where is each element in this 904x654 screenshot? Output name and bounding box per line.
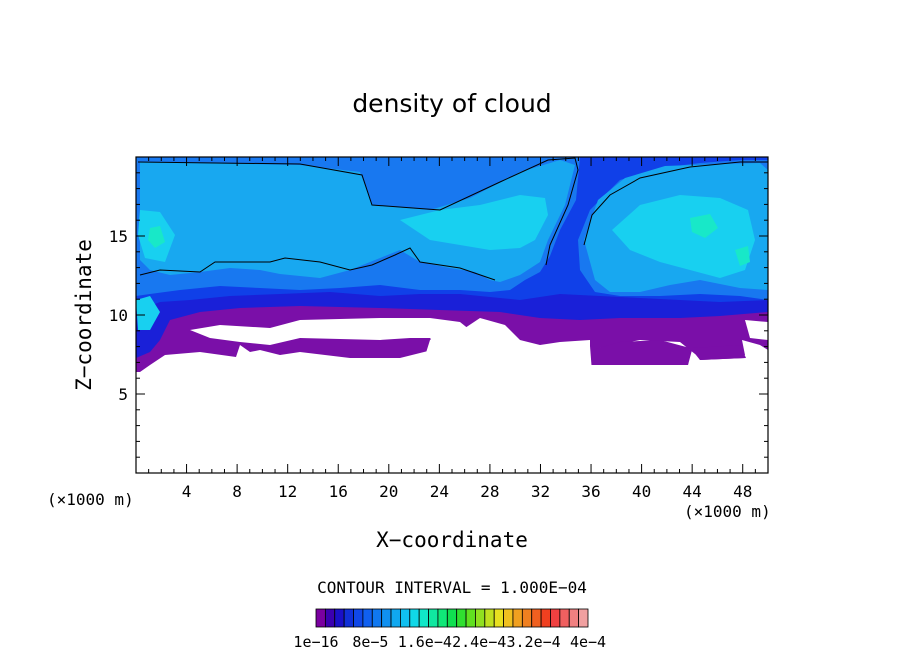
chart-title: density of cloud	[352, 89, 551, 118]
cloud-layer-aqua-c	[735, 246, 750, 266]
colorbar-swatch	[531, 608, 542, 628]
colorbar-swatch	[512, 608, 523, 628]
colorbar-swatch	[428, 608, 439, 628]
colorbar-swatch	[465, 608, 476, 628]
y-axis: 5 10 15	[109, 156, 768, 474]
colorbar-label: 1e−16	[293, 633, 338, 651]
x-tick-label: 24	[430, 482, 449, 501]
colorbar-swatch	[324, 608, 336, 628]
colorbar-label: 8e−5	[352, 633, 388, 651]
x-tick-label: 28	[480, 482, 499, 501]
colorbar-swatch	[390, 608, 401, 628]
x-tick-label: 4	[182, 482, 192, 501]
clear-gap-c	[420, 334, 520, 372]
cloud-layer-cyan	[400, 195, 548, 250]
colorbar-swatch	[540, 608, 551, 628]
colorbar-swatch	[521, 608, 533, 628]
clear-gap-b	[520, 345, 592, 372]
x-axis: 4 8 12 16 20 24 28 32 36 40 44 48	[135, 157, 769, 501]
colorbar-swatch	[353, 608, 364, 628]
colorbar-swatch	[409, 608, 420, 628]
y-tick-label: 10	[109, 306, 128, 325]
contour-line-mid	[139, 247, 496, 281]
colorbar-swatch	[503, 608, 514, 628]
colorbar-swatch	[315, 608, 326, 628]
colorbar-swatch	[484, 608, 495, 628]
colorbar-swatch	[446, 608, 458, 628]
colorbar-swatch	[578, 608, 589, 628]
colorbar-swatch	[437, 608, 448, 628]
contour-line-right	[583, 161, 768, 246]
y-axis-label: Z−coordinate	[72, 239, 96, 391]
colorbar-label: 3.2e−4	[507, 633, 561, 651]
plot-area	[135, 156, 769, 474]
colorbar-swatch	[381, 608, 392, 628]
colorbar-swatch	[371, 608, 383, 628]
x-tick-label: 8	[232, 482, 242, 501]
cloud-patch-purple-b	[693, 345, 746, 360]
cloud-layer-aqua	[690, 214, 718, 238]
y-tick-label: 5	[118, 385, 128, 404]
contour-interval-text: CONTOUR INTERVAL = 1.000E−04	[317, 578, 587, 597]
x-tick-label: 40	[632, 482, 651, 501]
colorbar-swatch	[456, 608, 467, 628]
cloud-layer-cyan-right	[612, 195, 755, 278]
x-tick-label: 16	[329, 482, 348, 501]
colorbar-swatch	[418, 608, 429, 628]
x-axis-label: X−coordinate	[376, 528, 528, 552]
cloud-layer-light-blue	[140, 160, 575, 282]
cloud-field	[136, 157, 768, 473]
x-tick-label: 20	[379, 482, 398, 501]
cloud-layer-aqua-b	[148, 226, 165, 248]
colorbar-labels: 1e−16 8e−5 1.6e−4 2.4e−4 3.2e−4 4e−4	[293, 633, 606, 651]
colorbar-swatch	[475, 608, 486, 628]
x-tick-label: 36	[581, 482, 600, 501]
colorbar-swatch	[559, 608, 570, 628]
clear-gap-a	[190, 318, 470, 345]
x-tick-label: 12	[278, 482, 297, 501]
colorbar-label: 2.4e−4	[452, 633, 506, 651]
colorbar-label: 4e−4	[570, 633, 606, 651]
colorbar-swatch	[343, 608, 354, 628]
colorbar-swatch	[550, 608, 561, 628]
x-unit-left: (×1000 m)	[47, 490, 134, 509]
colorbar-swatch	[493, 608, 504, 628]
x-unit-right: (×1000 m)	[684, 502, 771, 521]
cloud-patch-purple-a	[592, 340, 690, 365]
colorbar	[315, 608, 589, 628]
colorbar-swatch	[334, 608, 345, 628]
colorbar-swatch	[568, 608, 580, 628]
clear-gap-d	[745, 320, 768, 340]
contour-line-top	[137, 157, 579, 266]
colorbar-swatch	[362, 608, 373, 628]
colorbar-label: 1.6e−4	[398, 633, 452, 651]
x-tick-label: 48	[733, 482, 752, 501]
cloud-layer-cyan-lower-left	[136, 296, 160, 330]
colorbar-swatch	[400, 608, 411, 628]
y-tick-label: 15	[109, 227, 128, 246]
x-tick-label: 32	[531, 482, 550, 501]
x-tick-label: 44	[683, 482, 702, 501]
